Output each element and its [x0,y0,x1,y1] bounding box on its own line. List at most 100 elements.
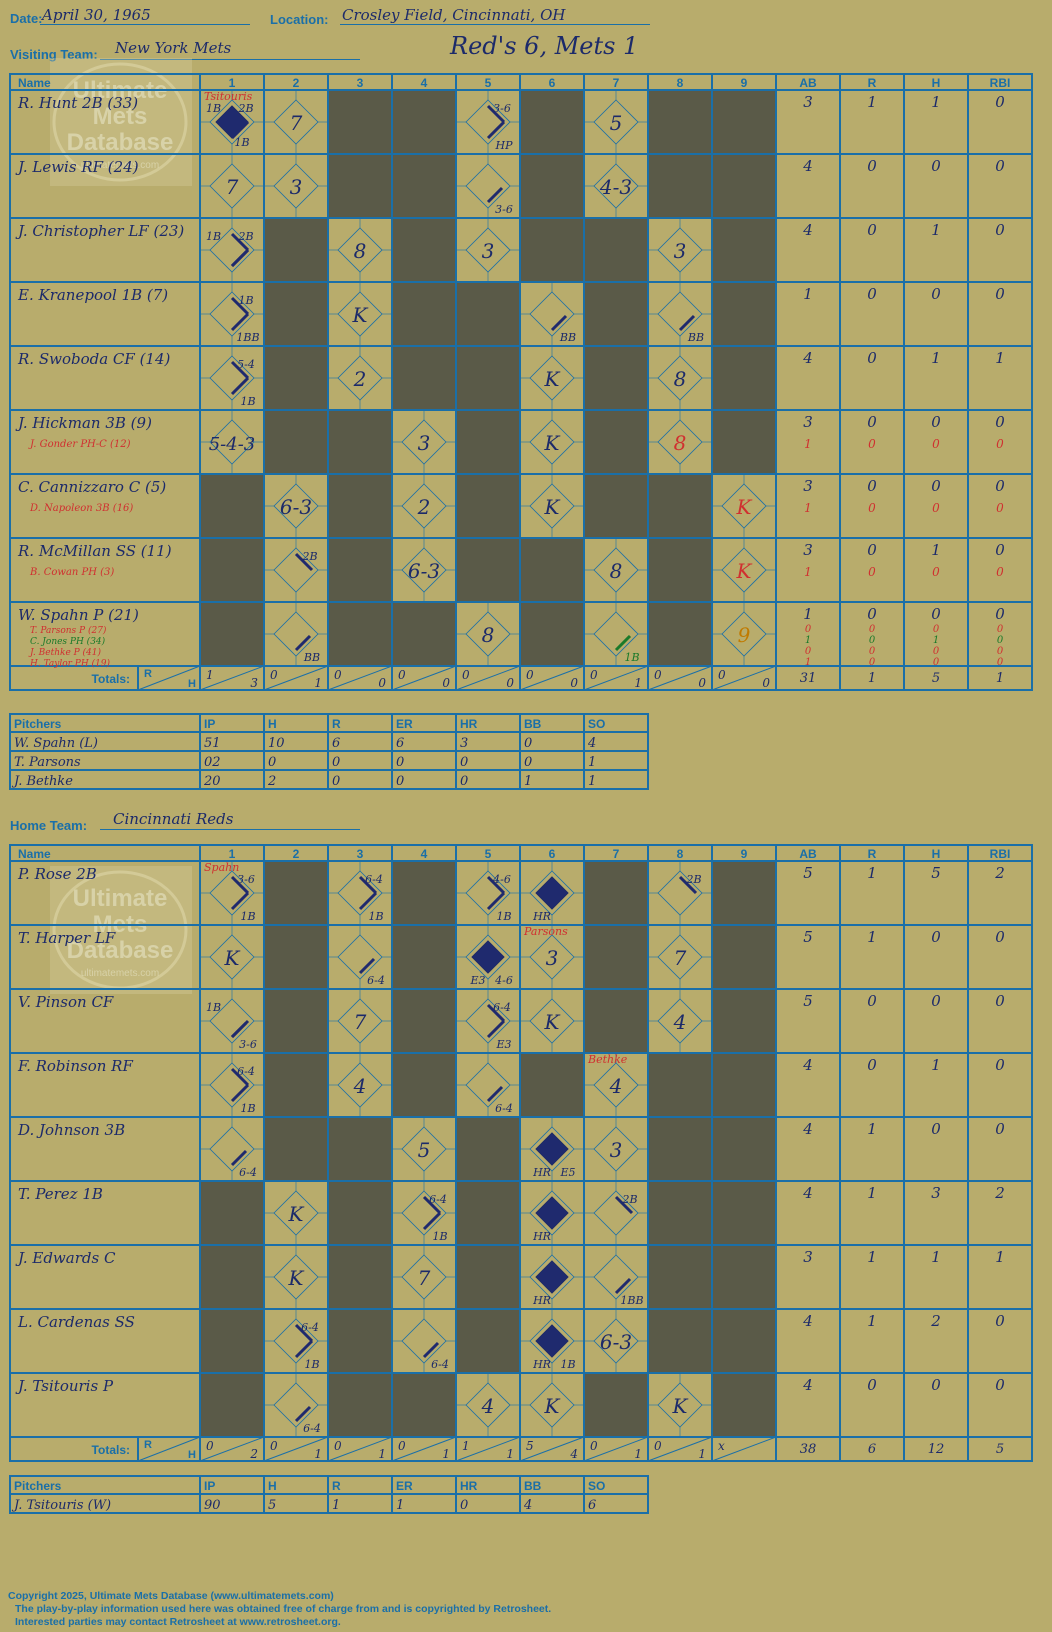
visitors-stat-value: 0 [931,477,941,495]
visitors-batter-name: J. Lewis RF (24) [15,158,139,176]
home-shaded-cell [200,1181,264,1245]
visitors-play-result: 7 [290,111,303,135]
visitors-inning-hits: 1 [634,676,642,690]
visitors-header-h: H [932,76,941,90]
home-base-note: 4-6 [494,974,513,987]
visitors-shaded-cell [584,410,648,474]
home-batter-name: J. Tsitouris P [15,1377,114,1395]
home-basepath [422,1211,442,1231]
visitors-header-3: 3 [357,76,364,90]
home-shaded-cell [456,1181,520,1245]
home-inning-runs: 0 [334,1439,342,1453]
home-stat-value: 1 [995,1248,1005,1266]
home-basepath [486,875,506,895]
visitors-shaded-cell [392,154,456,218]
visitors-shaded-cell [712,282,776,346]
visitors-totals-label: Totals: [92,672,130,686]
home-base-note: 1B [432,1230,447,1243]
visitors-header-name: Name [18,76,51,90]
home-shaded-cell [648,1053,712,1117]
visitors-hit-note: 1B [206,102,221,115]
home-base-note: HR [532,910,551,923]
home-run-scored-diamond [535,1260,569,1294]
home-run-scored-diamond [535,1196,569,1230]
visitors-shaded-cell [520,538,584,602]
home-header-r: R [868,847,877,861]
home-basepath [486,1085,504,1103]
home-advance-note: 2B [621,1193,637,1206]
home-inning-runs: 0 [398,1439,406,1453]
home-stat-value: 0 [867,1056,877,1074]
home-base-note: 6-4 [367,974,385,987]
home-shaded-cell [712,1181,776,1245]
visitors-sub-name: D. Napoleon 3B (16) [29,503,133,514]
visitors-play-result: 8 [482,623,495,647]
visitors-stat-value: 1 [805,635,811,646]
visitors-header-6: 6 [549,76,556,90]
visitors-header-rbi: RBI [990,76,1011,90]
home-stat-value: 0 [931,992,941,1010]
home-basepath [294,1323,314,1343]
home-basepath [230,1021,248,1039]
home-inning-runs: 0 [590,1439,598,1453]
home-shaded-cell [392,861,456,925]
visitors-advance-note: 2B [237,230,253,243]
visitors-total-value: 1 [868,671,876,686]
visitors-pitcher-stat: 0 [396,774,404,789]
visitors-stat-value: 1 [805,657,811,668]
home-shaded-cell [328,1373,392,1437]
home-basepath [678,875,698,895]
home-inning-total-slash [263,1436,329,1462]
visitors-inning-runs: 1 [206,668,214,682]
home-play-result: K [288,1266,305,1290]
visitors-basepath [230,120,250,140]
visitors-inning-total-slash [711,665,777,691]
visitors-pitcher-stat: 0 [524,736,532,751]
home-team-underline [100,829,360,830]
home-shaded-cell [584,1373,648,1437]
visitors-stat-value: 0 [932,437,940,451]
home-stat-value: 1 [867,864,877,882]
home-play-result: 4 [673,1010,687,1034]
home-base-note: HR [532,1294,551,1307]
visitors-inning-hits: 3 [250,676,258,690]
home-pitcher-stat: 4 [523,1498,532,1513]
home-inning-hits: 1 [442,1447,450,1461]
visitors-basepath [550,314,568,332]
visitors-stat-value: 4 [802,221,813,239]
home-inning-total-slash [199,1436,265,1462]
home-base-note: 6-4 [495,1102,513,1115]
visitors-inning-runs: 0 [462,668,470,682]
home-total-value: 38 [800,1442,817,1457]
home-play-result: 4 [481,1394,495,1418]
visitors-stat-value: 0 [997,657,1004,668]
visitors-shaded-cell [648,602,712,666]
visitors-play-result: 3 [418,431,431,455]
visitors-shaded-cell [712,154,776,218]
home-base-note: 3-6 [239,1038,257,1051]
visitors-header-9: 9 [741,76,748,90]
home-base-note: HR [532,1230,551,1243]
visitors-pitcher-stat: 1 [588,755,596,770]
home-inning-total-slash [455,1436,521,1462]
home-basepath [230,1067,250,1087]
home-run-scored-diamond [535,1324,569,1358]
home-base-note: 6-4 [239,1166,257,1179]
home-inning-runs: 1 [462,1439,470,1453]
home-shaded-cell [648,1181,712,1245]
home-shaded-cell [392,1053,456,1117]
home-base-note: HR [532,1358,551,1371]
visitors-shaded-cell [520,602,584,666]
home-basepath [486,891,506,911]
home-header-2: 2 [293,847,300,861]
home-shaded-cell [456,1309,520,1373]
home-header-6: 6 [549,847,556,861]
home-base-note: 6-4 [431,1358,449,1371]
home-play-result: K [672,1394,689,1418]
home-basepath [358,891,378,911]
visitors-pitcher-stat: 20 [203,774,221,789]
visitors-header-8: 8 [677,76,684,90]
home-inning-hits: 4 [569,1447,578,1461]
home-stat-value: 1 [867,1248,877,1266]
